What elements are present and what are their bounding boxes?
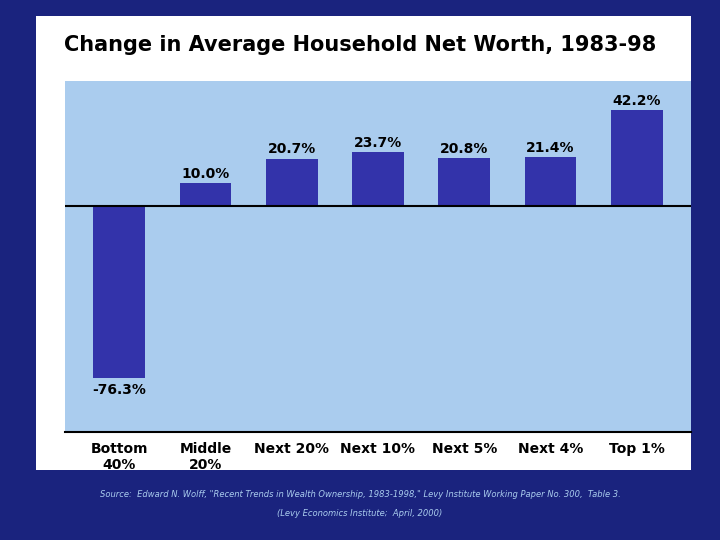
Text: 42.2%: 42.2% [613,94,661,107]
Text: 10.0%: 10.0% [181,167,230,181]
Text: 23.7%: 23.7% [354,136,402,150]
Text: 21.4%: 21.4% [526,141,575,155]
Bar [266,159,318,206]
Bar [352,152,404,206]
Bar [525,157,577,206]
Text: Source:  Edward N. Wolff, "Recent Trends in Wealth Ownership, 1983-1998," Levy I: Source: Edward N. Wolff, "Recent Trends … [99,490,621,498]
Text: 20.7%: 20.7% [268,143,316,157]
Text: Change in Average Household Net Worth, 1983-98: Change in Average Household Net Worth, 1… [64,35,656,55]
Bar [611,110,662,206]
Bar [438,158,490,206]
Bar [179,183,231,206]
Text: (Levy Economics Institute;  April, 2000): (Levy Economics Institute; April, 2000) [277,509,443,517]
Bar [94,206,145,379]
Text: -76.3%: -76.3% [92,383,146,397]
Text: 20.8%: 20.8% [440,142,488,156]
